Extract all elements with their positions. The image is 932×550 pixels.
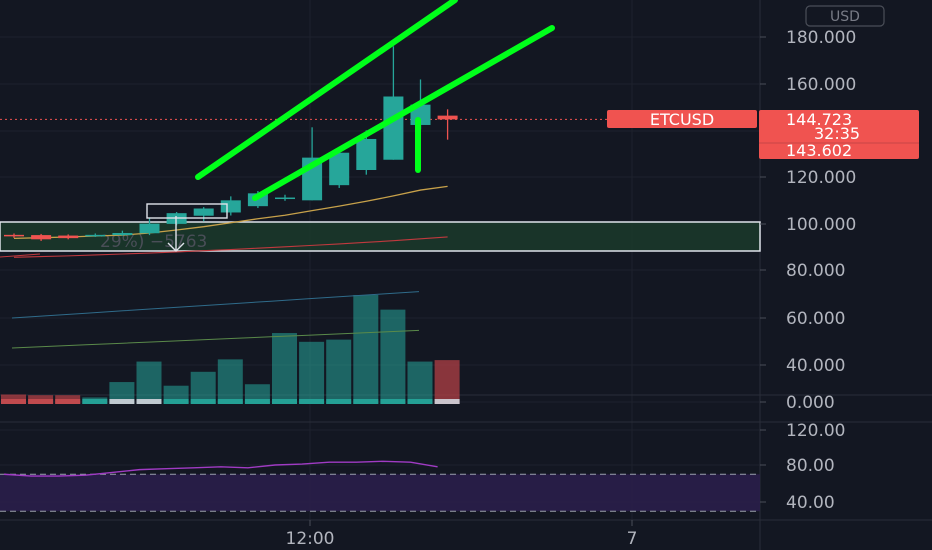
flow-bar xyxy=(407,399,433,404)
volume-bar xyxy=(299,341,325,404)
volume-bar xyxy=(353,295,379,404)
candle-body xyxy=(139,223,160,234)
volume-bars xyxy=(1,295,460,404)
volume-bar xyxy=(109,382,135,404)
rsi-band xyxy=(0,474,760,512)
price-tick-label: 120.000 xyxy=(786,168,856,188)
rsi-tick-label: 120.00 xyxy=(786,421,845,441)
flow-bar xyxy=(109,399,135,404)
price-tick-label: 160.000 xyxy=(786,75,856,95)
flow-bar xyxy=(299,399,325,404)
candle-body xyxy=(437,115,458,120)
flow-bar xyxy=(217,399,243,404)
price-tick-label: 100.000 xyxy=(786,215,856,235)
volume-bar xyxy=(272,333,297,404)
flow-bar xyxy=(326,399,352,404)
volume-bar xyxy=(217,359,243,404)
zone-rectangle xyxy=(0,221,761,252)
candle-body xyxy=(329,152,350,186)
indicator-line-green xyxy=(11,329,420,349)
price-axis[interactable]: USD 180.000 160.000 120.000 100.000 80.000 60.… xyxy=(607,5,919,513)
candle-body xyxy=(383,96,404,160)
flow-bar xyxy=(190,399,216,404)
candle-body xyxy=(356,138,377,170)
flow-bar xyxy=(82,399,108,404)
price-tick-label: 0.000 xyxy=(786,393,835,413)
symbol-tag-label: ETCUSD xyxy=(650,110,714,129)
alt-price-label: 143.602 xyxy=(786,141,852,160)
currency-badge[interactable] xyxy=(805,5,885,27)
candle-body xyxy=(112,233,133,236)
candles xyxy=(4,46,458,241)
time-tick-label: 12:00 xyxy=(286,529,335,549)
time-tick-label: 7 xyxy=(627,529,638,549)
moving-average-slow xyxy=(13,236,448,258)
price-tick-label: 40.000 xyxy=(786,356,845,376)
flow-bar xyxy=(136,399,162,404)
rsi-tick-label: 40.00 xyxy=(786,493,835,513)
flow-bar xyxy=(434,399,460,404)
flow-bar xyxy=(380,399,406,404)
last-price-label: 144.723 xyxy=(786,110,852,129)
volume-bar xyxy=(326,339,352,404)
candle-body xyxy=(58,235,79,239)
currency-label: USD xyxy=(830,9,860,25)
volume-bar xyxy=(136,361,162,404)
price-tick-label: 60.000 xyxy=(786,309,845,329)
flow-bar xyxy=(55,399,81,404)
panes: 29%) −5763 xyxy=(0,0,761,512)
price-tick-label: 180.000 xyxy=(786,28,856,48)
candle-body xyxy=(85,234,106,237)
rsi-tick-label: 80.00 xyxy=(786,456,835,476)
candle-body xyxy=(275,197,295,200)
candle-body xyxy=(31,235,52,240)
time-axis[interactable]: 12:00 7 xyxy=(286,520,638,549)
candle-body xyxy=(4,234,24,237)
rsi-line xyxy=(3,460,438,477)
countdown-label: 32:35 xyxy=(814,124,860,143)
flow-bar xyxy=(1,399,26,404)
candle-body xyxy=(193,208,214,216)
flow-bar xyxy=(353,399,379,404)
flow-bar xyxy=(272,399,297,404)
annotation-box xyxy=(146,203,228,219)
volume-bar xyxy=(407,361,433,404)
flow-bar xyxy=(244,399,270,404)
trendline-upper xyxy=(195,0,458,180)
price-tick-label: 80.000 xyxy=(786,261,845,281)
volume-bar xyxy=(380,309,406,404)
last-price-tag xyxy=(759,110,919,159)
moving-average-slow-tail xyxy=(0,253,41,258)
candle-body xyxy=(220,200,241,213)
trendline-lower xyxy=(252,25,555,201)
volume-bar xyxy=(434,360,460,404)
symbol-tag xyxy=(607,110,757,128)
indicator-line-blue xyxy=(11,291,420,319)
annotation-arrowhead xyxy=(167,242,185,252)
flow-bar xyxy=(163,399,189,404)
flow-bar xyxy=(28,399,54,404)
volume-bar xyxy=(190,371,216,404)
